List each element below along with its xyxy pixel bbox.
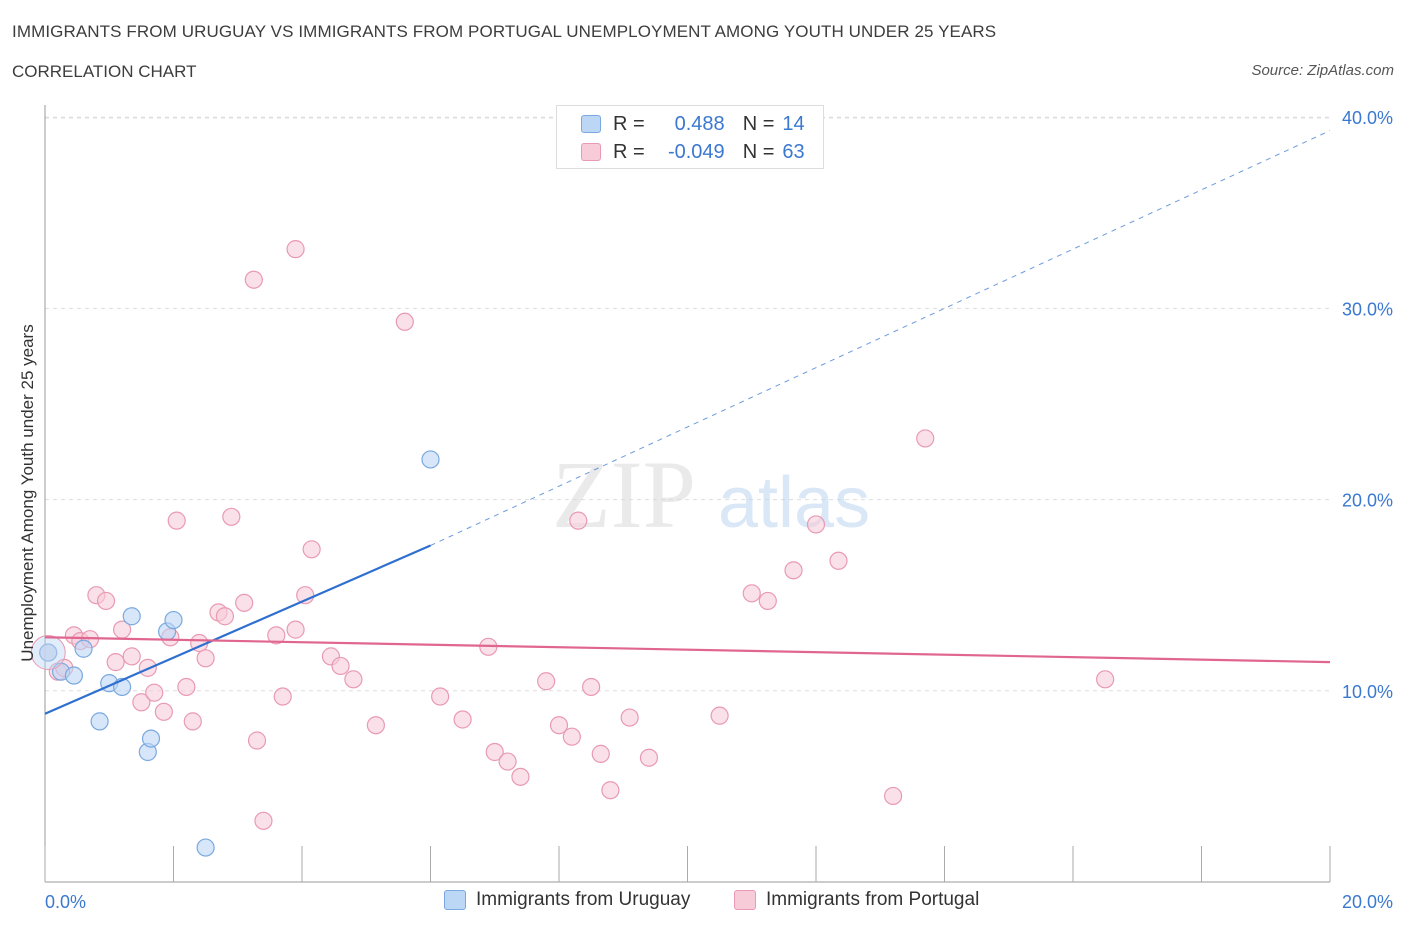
- y-tick-label: 20.0%: [1342, 491, 1393, 511]
- uruguay-swatch: [581, 115, 601, 133]
- uruguay-point: [74, 639, 93, 658]
- portugal-point: [196, 649, 215, 668]
- x-tick-label: 0.0%: [45, 892, 86, 912]
- portugal-point: [916, 429, 935, 448]
- portugal-point: [537, 672, 556, 691]
- portugal-point: [267, 626, 286, 645]
- legend-uruguay-swatch: [444, 890, 466, 910]
- legend-portugal-label: Immigrants from Portugal: [766, 889, 980, 910]
- portugal-point: [145, 683, 164, 702]
- y-axis-label: Unemployment Among Youth under 25 years: [18, 324, 37, 661]
- portugal-point: [122, 647, 141, 666]
- portugal-point: [601, 781, 620, 800]
- stats-row-uruguay: R = 0.488 N = 14: [581, 111, 805, 137]
- portugal-point: [453, 710, 472, 729]
- portugal-point: [215, 607, 234, 626]
- x-tick-label: 20.0%: [1342, 892, 1393, 912]
- uruguay-trend-extension: [430, 130, 1331, 546]
- correlation-stats-box: R = 0.488 N = 14 R = -0.049 N = 63: [556, 105, 824, 169]
- n-label: N =: [742, 140, 775, 163]
- uruguay-point: [421, 450, 440, 469]
- trend-lines: [44, 130, 1331, 715]
- portugal-point: [562, 727, 581, 746]
- portugal-point: [106, 653, 125, 672]
- portugal-point: [639, 748, 659, 767]
- portugal-point: [710, 706, 729, 725]
- r-label: R =: [613, 140, 645, 163]
- portugal-point: [829, 551, 848, 570]
- portugal-point: [244, 270, 263, 289]
- chart-subtitle: CORRELATION CHART: [12, 62, 197, 81]
- portugal-point: [395, 312, 414, 331]
- y-tick-label: 10.0%: [1342, 682, 1393, 702]
- watermark-zip: ZIP: [552, 441, 696, 548]
- portugal-point: [286, 620, 305, 639]
- portugal-point: [582, 677, 601, 697]
- portugal-point: [758, 591, 777, 611]
- portugal-point: [222, 507, 241, 526]
- portugal-n-value: 63: [782, 140, 805, 163]
- uruguay-point: [64, 666, 84, 685]
- source-credit: Source: ZipAtlas.com: [1251, 62, 1394, 79]
- uruguay-r-value: 0.488: [674, 112, 725, 135]
- stats-row-portugal: R = -0.049 N = 63: [581, 139, 805, 165]
- portugal-point: [96, 591, 116, 611]
- overlap-point: [30, 635, 66, 671]
- portugal-point: [498, 752, 517, 771]
- portugal-point: [591, 744, 610, 763]
- portugal-point: [302, 540, 321, 559]
- portugal-point: [247, 731, 267, 750]
- portugal-point: [235, 593, 254, 612]
- portugal-swatch: [581, 143, 601, 161]
- watermark: ZIP atlas: [552, 441, 870, 548]
- tick-labels: 10.0% 20.0% 30.0% 40.0% 0.0% 20.0%: [45, 108, 1393, 912]
- portugal-point: [344, 670, 363, 689]
- data-points: [30, 240, 1115, 857]
- portugal-point: [286, 240, 305, 259]
- portugal-point: [742, 584, 761, 603]
- portugal-point: [273, 687, 292, 706]
- y-tick-label: 30.0%: [1342, 299, 1393, 319]
- uruguay-point: [90, 712, 109, 731]
- portugal-point: [167, 511, 186, 530]
- uruguay-point: [196, 838, 215, 857]
- legend-item-uruguay[interactable]: Immigrants from Uruguay: [444, 889, 690, 911]
- portugal-point: [254, 811, 273, 830]
- portugal-point: [883, 786, 903, 806]
- portugal-point: [154, 702, 173, 721]
- portugal-r-value: -0.049: [667, 140, 725, 163]
- portugal-point: [511, 767, 530, 786]
- uruguay-point: [39, 643, 58, 662]
- legend-portugal-swatch: [734, 890, 756, 910]
- portugal-point: [331, 656, 350, 676]
- r-label: R =: [613, 112, 645, 135]
- legend-item-portugal[interactable]: Immigrants from Portugal: [734, 889, 979, 911]
- uruguay-trend-line: [44, 544, 431, 715]
- portugal-point: [183, 712, 202, 731]
- portugal-point: [366, 716, 385, 735]
- watermark-atlas: atlas: [718, 463, 870, 543]
- portugal-point: [1096, 670, 1115, 689]
- uruguay-point: [122, 607, 141, 626]
- legend-uruguay-label: Immigrants from Uruguay: [476, 889, 691, 910]
- portugal-point: [784, 561, 803, 580]
- n-label: N =: [742, 112, 775, 135]
- chart-title: IMMIGRANTS FROM URUGUAY VS IMMIGRANTS FR…: [12, 22, 997, 41]
- portugal-point: [569, 511, 588, 530]
- portugal-point: [806, 515, 826, 534]
- portugal-trend-line: [44, 636, 1331, 664]
- uruguay-point: [141, 729, 161, 748]
- portugal-point: [549, 716, 569, 735]
- y-tick-label: 40.0%: [1342, 108, 1393, 128]
- portugal-point: [177, 677, 196, 697]
- portugal-point: [431, 687, 450, 706]
- uruguay-point: [164, 610, 183, 630]
- portugal-point: [132, 693, 151, 712]
- portugal-point: [485, 742, 504, 762]
- portugal-point: [620, 708, 639, 727]
- uruguay-n-value: 14: [782, 112, 805, 135]
- axes: [44, 105, 1331, 883]
